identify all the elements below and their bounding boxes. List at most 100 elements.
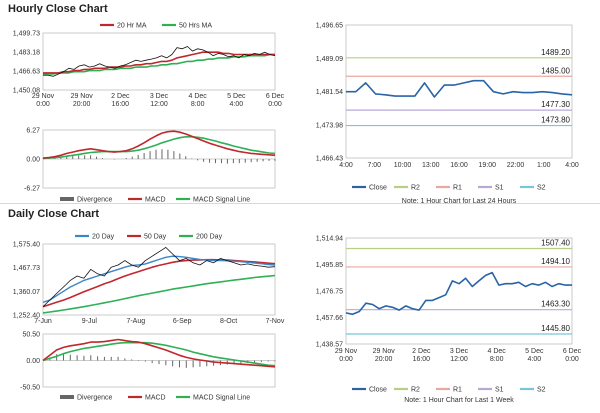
- daily-recent-y-tick-0: 1,514.94: [316, 236, 343, 243]
- hourly-macd-y-tick-2: -6.27: [24, 186, 40, 193]
- daily-macd-y-tick-2: -50.50: [20, 385, 40, 392]
- hourly-recent-close-line: [346, 79, 573, 98]
- daily-recent-x-tick-3: 3 Dec 12:00: [450, 348, 469, 363]
- daily-recent-legend-4-label: S2: [537, 387, 546, 394]
- daily-macd-y-tick-1: 0.00: [26, 358, 40, 365]
- daily-price-x-tick-4: 8-Oct: [220, 318, 237, 325]
- daily-price-y-tick-3: 1,252.40: [13, 313, 40, 320]
- daily-price-x-tick-2: 7-Aug: [126, 318, 145, 325]
- daily-recent-y-tick-3: 1,457.66: [316, 315, 343, 322]
- hourly-recent-y-tick-2: 1,481.54: [316, 89, 343, 96]
- daily-section-title: Daily Close Chart: [8, 208, 100, 220]
- daily-macd-macd-line: [42, 338, 276, 368]
- hourly-recent-legend-3-label: S1: [495, 185, 504, 192]
- daily-recent-frame: [345, 237, 573, 345]
- hourly-recent-note: Note: 1 Hour Chart for Last 24 Hours: [402, 198, 517, 205]
- hourly-recent-x-tick-5: 19:00: [478, 162, 496, 169]
- hourly-price-x-tick-6: 6 Dec 0:00: [266, 93, 285, 108]
- hourly-price-close-line: [43, 46, 276, 77]
- hourly-recent-x-tick-6: 22:00: [507, 162, 525, 169]
- daily-recent-y-tick-1: 1,495.85: [316, 262, 343, 269]
- hourly-recent-x-tick-1: 7:00: [367, 162, 381, 169]
- hourly-recent-x-tick-7: 1:00: [537, 162, 551, 169]
- hourly-price-legend-0-label: 20 Hr MA: [117, 23, 147, 30]
- daily-recent-x-tick-6: 6 Dec 0:00: [563, 348, 582, 363]
- daily-price-y-tick-0: 1,575.40: [13, 242, 40, 249]
- daily-price-x-tick-1: 9-Jul: [82, 318, 98, 325]
- hourly-recent-legend-0-label: Close: [369, 185, 387, 192]
- daily-price-y-tick-2: 1,360.07: [13, 289, 40, 296]
- daily-price-x-tick-5: 7-Nov: [266, 318, 285, 325]
- daily-price-x-tick-0: 7-Jun: [34, 318, 52, 325]
- hourly-macd-macd-line: [42, 130, 276, 159]
- hourly-recent-x-tick-8: 4:00: [565, 162, 579, 169]
- hourly-price-y-tick-0: 1,499.73: [13, 31, 40, 38]
- hourly-price-ma20-line: [43, 51, 275, 74]
- daily-macd-legend-2-label: MACD Signal Line: [193, 395, 250, 402]
- daily-recent-x-tick-4: 4 Dec 8:00: [488, 348, 507, 363]
- hourly-price-y-tick-1: 1,483.18: [13, 50, 40, 57]
- daily-recent-level-s1-label: 1463.30: [541, 300, 570, 309]
- daily-recent-x-tick-1: 29 Nov 20:00: [373, 348, 396, 363]
- hourly-recent-level-s1-label: 1477.30: [541, 100, 570, 109]
- hourly-recent-legend-2-label: R1: [453, 185, 462, 192]
- daily-price-frame: [42, 243, 276, 316]
- hourly-recent-y-tick-0: 1,496.65: [316, 23, 343, 30]
- daily-price-ma200-line: [42, 274, 276, 314]
- daily-recent-legend-3-label: S1: [495, 387, 504, 394]
- daily-price-y-tick-1: 1,467.73: [13, 265, 40, 272]
- hourly-section-title: Hourly Close Chart: [8, 3, 108, 15]
- hourly-recent-x-tick-4: 16:00: [450, 162, 468, 169]
- hourly-recent-level-r1-label: 1485.00: [541, 66, 570, 75]
- daily-recent-y-tick-2: 1,476.75: [316, 289, 343, 296]
- daily-recent-legend-1-label: R2: [411, 387, 420, 394]
- section-divider: [0, 203, 600, 204]
- daily-recent-x-tick-0: 29 Nov 0:00: [335, 348, 358, 363]
- hourly-macd-legend-1-label: MACD: [145, 197, 166, 204]
- hourly-price-x-tick-3: 3 Dec 12:00: [150, 93, 169, 108]
- hourly-recent-x-tick-0: 4:00: [339, 162, 353, 169]
- hourly-recent-legend-4-label: S2: [537, 185, 546, 192]
- hourly-recent-y-tick-1: 1,489.09: [316, 56, 343, 63]
- daily-recent-level-r1-label: 1494.10: [541, 257, 570, 266]
- daily-recent-close-line: [345, 271, 572, 316]
- daily-recent-x-tick-5: 5 Dec 4:00: [525, 348, 544, 363]
- hourly-recent-x-tick-3: 13:00: [422, 162, 440, 169]
- daily-macd-y-tick-0: 50.50: [22, 332, 40, 339]
- hourly-recent-level-s2-label: 1473.80: [541, 116, 570, 125]
- daily-price-ma20-line: [42, 255, 276, 303]
- daily-recent-y-tick-4: 1,438.57: [316, 342, 343, 349]
- daily-recent-level-s2-label: 1445.80: [541, 324, 570, 333]
- hourly-recent-level-r2-label: 1489.20: [541, 48, 570, 57]
- hourly-macd-legend-0-label: Divergence: [77, 197, 113, 204]
- daily-macd-legend-1-label: MACD: [145, 395, 166, 402]
- daily-recent-legend-0-label: Close: [369, 387, 387, 394]
- daily-recent-note: Note: 1 Hour Chart for Last 1 Week: [404, 397, 514, 404]
- daily-price-legend-2-label: 200 Day: [196, 234, 223, 241]
- hourly-price-y-tick-2: 1,466.63: [13, 69, 40, 76]
- hourly-recent-y-tick-3: 1,473.98: [316, 122, 343, 129]
- daily-recent-x-tick-2: 2 Dec 16:00: [412, 348, 431, 363]
- hourly-price-x-tick-0: 29 Nov 0:00: [32, 93, 55, 108]
- hourly-recent-y-tick-4: 1,466.43: [316, 156, 343, 163]
- daily-macd-legend-0-label: Divergence: [77, 395, 113, 402]
- hourly-macd-y-tick-0: 6.27: [26, 128, 40, 135]
- hourly-price-y-tick-3: 1,450.08: [13, 88, 40, 95]
- hourly-recent-legend-1-label: R2: [411, 185, 420, 192]
- hourly-macd-y-tick-1: 0.00: [26, 157, 40, 164]
- daily-recent-level-r2-label: 1507.40: [541, 238, 570, 247]
- daily-recent-legend-2-label: R1: [453, 387, 462, 394]
- hourly-price-x-tick-2: 2 Dec 16:00: [111, 93, 130, 108]
- hourly-recent-x-tick-2: 10:00: [394, 162, 412, 169]
- hourly-price-x-tick-5: 5 Dec 4:00: [227, 93, 246, 108]
- daily-price-x-tick-3: 6-Sep: [173, 318, 192, 325]
- hourly-price-legend-1-label: 50 Hrs MA: [179, 23, 212, 30]
- daily-price-close-line: [42, 246, 276, 307]
- hourly-price-x-tick-1: 29 Nov 20:00: [71, 93, 94, 108]
- daily-price-legend-1-label: 50 Day: [144, 234, 167, 241]
- hourly-price-frame: [42, 32, 276, 91]
- daily-price-legend-0-label: 20 Day: [92, 234, 115, 241]
- daily-macd-signal-line: [42, 341, 276, 367]
- hourly-price-x-tick-4: 4 Dec 8:00: [189, 93, 208, 108]
